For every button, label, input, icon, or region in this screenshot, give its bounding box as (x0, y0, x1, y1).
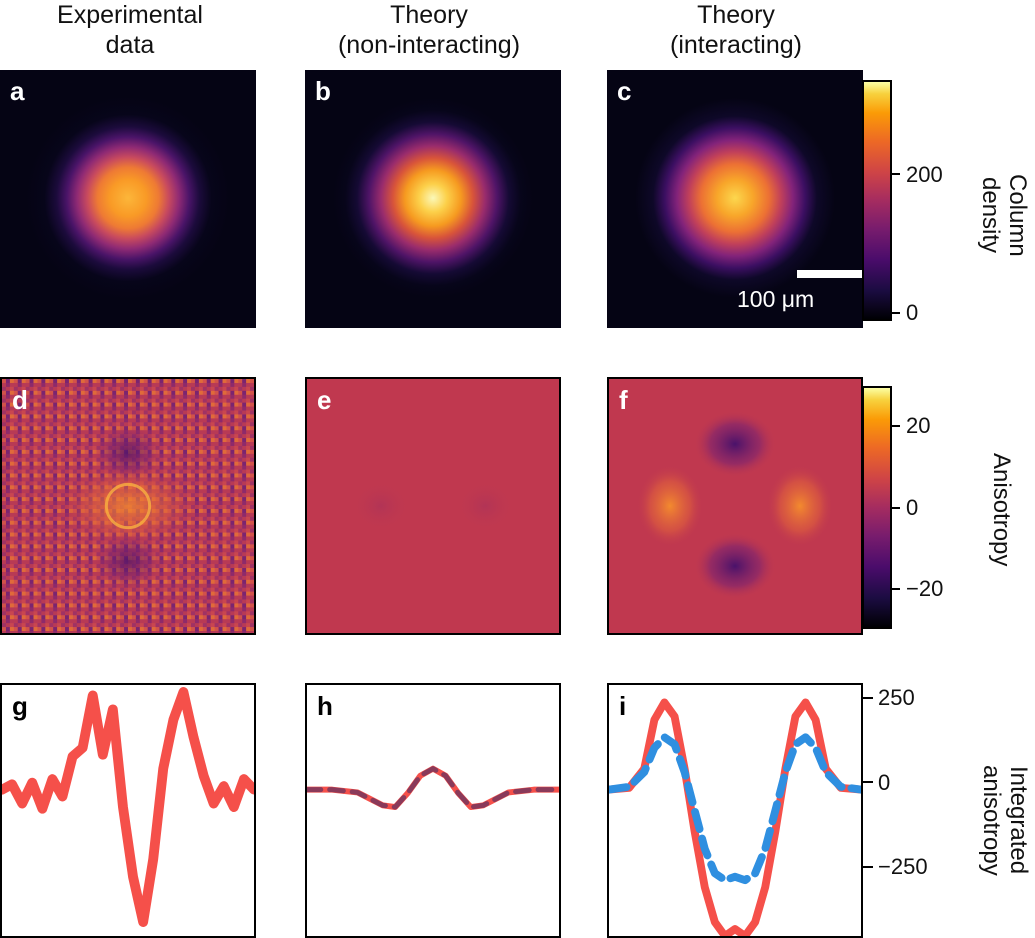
column-title-line1: Theory (697, 1, 775, 29)
integrated-axis-tick (863, 866, 873, 868)
column-title-theory-noninteracting: Theory (non-interacting) (299, 0, 559, 60)
series-line-non-interacting (609, 733, 861, 885)
panel-i-integrated-interacting: i (607, 683, 863, 938)
colorbar-density-tick (892, 173, 900, 175)
series-line-theory (307, 765, 559, 811)
plot-g-svg (2, 687, 254, 927)
colorbar-anisotropy-tick-label: −20 (906, 576, 944, 601)
anisotropy-image (307, 379, 559, 633)
series-line-interacting (609, 698, 861, 936)
integrated-axis-tick (863, 697, 873, 699)
panel-d-anisotropy-experiment: d (0, 377, 256, 635)
column-title-line2: (interacting) (670, 31, 802, 59)
panel-b-density-noninteracting: b (305, 70, 561, 328)
density-image (305, 70, 561, 328)
panel-e-anisotropy-noninteracting: e (305, 377, 561, 635)
integrated-axis-tick-label: 0 (878, 770, 891, 795)
colorbar-density-tick-label: 0 (906, 300, 919, 325)
panel-f-anisotropy-interacting: f (607, 377, 863, 635)
anisotropy-image (609, 379, 861, 633)
column-title-experimental: Experimental data (0, 0, 260, 60)
colorbar-anisotropy-tick-label: 0 (906, 495, 919, 520)
colorbar-density-label: Column density (975, 150, 1031, 280)
integrated-axis-tick-label: −250 (878, 854, 928, 879)
column-title-line2: data (105, 31, 155, 59)
panel-h-integrated-noninteracting: h (305, 683, 561, 938)
series-line-experiment (2, 687, 254, 927)
panel-label-a: a (10, 76, 25, 106)
series-line-theory-dashed (307, 766, 559, 810)
plot-i-svg (609, 698, 861, 936)
colorbar-anisotropy-tick (892, 507, 900, 509)
panel-label-c: c (617, 76, 632, 106)
colorbar-anisotropy-tick (892, 425, 900, 427)
integrated-axis-label-line2: anisotropy (978, 764, 1005, 876)
integrated-axis-tick-label: 250 (878, 685, 915, 710)
density-image (607, 70, 863, 328)
colorbar-density-label-line2: density (977, 176, 1004, 254)
scale-bar-label: 100 μm (737, 286, 815, 312)
colorbar-density (862, 80, 892, 321)
integrated-axis-label: Integrated anisotropy (972, 740, 1032, 900)
column-title-theory-interacting: Theory (interacting) (606, 0, 866, 60)
anisotropy-image (2, 379, 254, 633)
integrated-axis-label-line1: Integrated (1005, 765, 1032, 875)
panel-label-h: h (317, 691, 333, 721)
plot-h-svg (307, 765, 559, 811)
colorbar-density-tick-label: 200 (906, 162, 943, 187)
panel-label-b: b (315, 76, 331, 106)
integrated-axis-tick (863, 781, 873, 783)
density-image (0, 70, 256, 328)
panel-g-integrated-experiment: g (0, 683, 256, 938)
colorbar-anisotropy-tick (892, 588, 900, 590)
colorbar-anisotropy-label: Anisotropy (988, 453, 1015, 567)
column-title-line2: (non-interacting) (337, 31, 521, 59)
column-title-line1: Theory (390, 1, 468, 29)
panel-label-e: e (317, 385, 332, 415)
panel-a-density-experiment: a (0, 70, 256, 328)
column-title-line1: Experimental (57, 1, 203, 29)
scale-bar (797, 270, 875, 278)
panel-label-g: g (12, 691, 28, 721)
panel-label-f: f (619, 385, 628, 415)
colorbar-anisotropy-tick-label: 20 (906, 413, 931, 438)
panel-c-density-interacting: c (607, 70, 863, 328)
colorbar-density-tick (892, 312, 900, 314)
colorbar-anisotropy (862, 386, 892, 629)
colorbar-density-label-line1: Column (1004, 173, 1031, 257)
panel-label-i: i (619, 691, 627, 721)
panel-label-d: d (12, 385, 28, 415)
